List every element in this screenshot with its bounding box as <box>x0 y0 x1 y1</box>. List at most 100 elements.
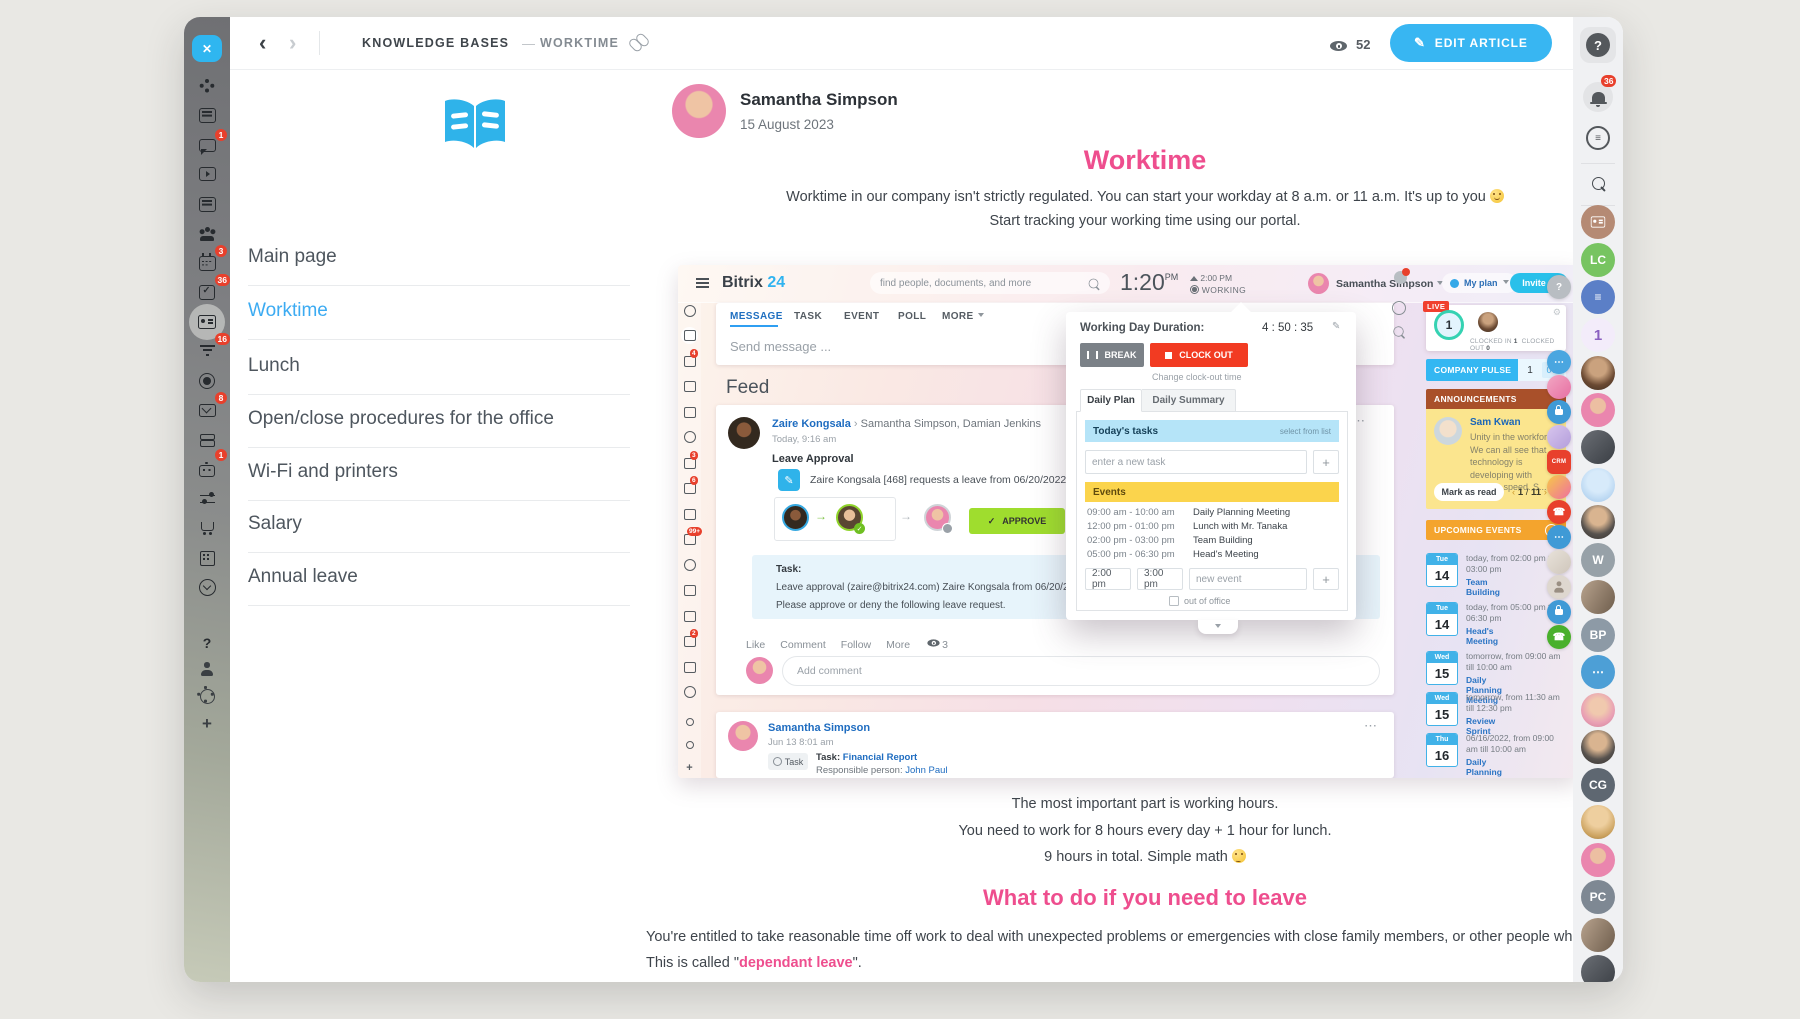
working-status-icon <box>1190 285 1199 294</box>
sidebar-item-video-calls[interactable] <box>184 160 230 188</box>
kb-menu-item-open-close[interactable]: Open/close procedures for the office <box>248 408 554 429</box>
dock-chat-pc[interactable]: PC <box>1573 880 1623 914</box>
lock-icon[interactable] <box>1547 600 1571 624</box>
sidebar-item-crm[interactable]: 16 <box>184 333 230 365</box>
sidebar-item-tasks[interactable]: 36 <box>184 274 230 306</box>
party-sticker-icon[interactable] <box>1547 475 1571 499</box>
article-section2-p2: This is called "dependant leave". <box>646 955 862 971</box>
cart-icon <box>200 521 215 535</box>
sticker-icon[interactable] <box>1547 425 1571 449</box>
copy-link-button[interactable] <box>630 34 650 57</box>
dock-search-button[interactable] <box>1573 170 1623 196</box>
dependant-leave-link[interactable]: dependant leave <box>738 955 853 971</box>
dock-chat-avatar[interactable] <box>1573 693 1623 727</box>
pending-clock-icon <box>942 523 953 534</box>
dock-chat-avatar[interactable] <box>1573 918 1623 952</box>
kb-menu-item-salary[interactable]: Salary <box>248 513 302 534</box>
lock-icon[interactable] <box>1547 400 1571 424</box>
sidebar-item-more[interactable] <box>184 573 230 601</box>
kb-menu-item-lunch[interactable]: Lunch <box>248 355 300 376</box>
close-sidebar-button[interactable]: ✕ <box>192 35 222 62</box>
dock-chat-group[interactable]: ≡ <box>1573 280 1623 314</box>
rail-calendar-icon: 3 <box>678 451 701 471</box>
dock-chat-avatar[interactable] <box>1573 843 1623 877</box>
sidebar-item-drive[interactable] <box>184 426 230 454</box>
sidebar-item-messenger[interactable]: 1 <box>184 129 230 159</box>
dock-notifications-button[interactable]: 36 <box>1573 75 1623 114</box>
portal-clock-icon <box>1392 301 1406 315</box>
sidebar-item-employees[interactable] <box>184 219 230 247</box>
rail-video-icon <box>678 378 701 394</box>
search-icon <box>1591 176 1605 190</box>
sidebar-item-profile[interactable] <box>184 655 230 683</box>
kb-menu-item-annual-leave[interactable]: Annual leave <box>248 566 358 587</box>
portal-search-input: find people, documents, and more <box>870 272 1110 294</box>
dock-chat-w[interactable]: W <box>1573 543 1623 577</box>
kb-menu-item-main-page[interactable]: Main page <box>248 246 337 267</box>
sidebar-item-automation[interactable] <box>184 485 230 513</box>
breadcrumb-knowledge-bases[interactable]: KNOWLEDGE BASES <box>362 36 510 50</box>
video-calls-icon <box>198 167 216 181</box>
comment-action: Comment <box>780 638 826 651</box>
portal-logo: Bitrix 24 <box>722 274 786 291</box>
sticker-icon[interactable] <box>1547 375 1571 399</box>
sidebar-item-copilot[interactable] <box>184 367 230 395</box>
portal-help-button[interactable]: ? <box>1547 275 1571 299</box>
sidebar-item-help[interactable]: ? <box>184 629 230 657</box>
post-task-line: Task: Financial Report <box>816 752 918 763</box>
dock-chat-avatar[interactable] <box>1573 730 1623 764</box>
edit-article-button[interactable]: ✎ EDIT ARTICLE <box>1390 24 1552 62</box>
sidebar-item-company[interactable] <box>184 544 230 572</box>
dock-chat-avatar[interactable] <box>1573 805 1623 839</box>
event-title: Lunch with Mr. Tanaka <box>1193 521 1288 532</box>
kb-menu-item-worktime[interactable]: Worktime <box>248 300 328 321</box>
dock-chat-avatar[interactable] <box>1573 580 1623 614</box>
smile-emoji <box>1489 189 1504 203</box>
dock-chat-avatar[interactable] <box>1573 955 1623 982</box>
forward-button[interactable]: › <box>289 31 296 55</box>
dock-chat-lc[interactable]: LC <box>1573 243 1623 277</box>
dock-help-button[interactable]: ? <box>1580 27 1616 63</box>
sidebar-item-documents[interactable] <box>184 190 230 218</box>
kb-menu-item-wifi-printers[interactable]: Wi-Fi and printers <box>248 461 398 482</box>
crm-chat-icon[interactable]: CRM <box>1547 450 1571 474</box>
missed-call-icon[interactable]: ☎ <box>1547 500 1571 524</box>
clock-out-arrow-icon <box>1190 272 1198 281</box>
active-tab-underline <box>730 325 778 327</box>
sidebar-item-knowledge-base[interactable] <box>184 304 230 340</box>
dock-chat-cg[interactable]: CG <box>1573 768 1623 802</box>
crm-funnel-icon <box>199 344 215 358</box>
call-icon[interactable]: ☎ <box>1547 625 1571 649</box>
sidebar-item-settings[interactable] <box>184 681 230 709</box>
dock-chat-avatar[interactable] <box>1573 393 1623 427</box>
commenter-avatar <box>746 657 773 684</box>
sidebar-item-add[interactable]: + <box>184 709 230 737</box>
dock-chat-avatar[interactable] <box>1573 505 1623 539</box>
tab-more: MORE <box>942 311 984 322</box>
dock-forum-button[interactable]: ≡ <box>1573 121 1623 155</box>
popup-panel: Today's tasks select from list enter a ne… <box>1076 411 1348 611</box>
dock-chat-avatar[interactable] <box>1573 356 1623 390</box>
dock-chat-avatar[interactable] <box>1573 430 1623 464</box>
dock-chat-celebration[interactable]: 1 <box>1573 318 1623 352</box>
chat-sticker-icon[interactable]: ⋯ <box>1547 350 1571 374</box>
breadcrumb-worktime[interactable]: WORKTIME <box>540 36 620 50</box>
person-sticker-icon[interactable] <box>1547 575 1571 599</box>
tab-event: EVENT <box>844 311 880 322</box>
dock-chat-bp[interactable]: BP <box>1573 618 1623 652</box>
sticker-icon[interactable] <box>1547 550 1571 574</box>
dock-chat-group2[interactable]: ⋯ <box>1573 655 1623 689</box>
sidebar-item-calendar[interactable]: 3 <box>184 245 230 277</box>
search-icon <box>1088 278 1099 288</box>
sidebar-item-workgroups[interactable] <box>184 72 230 100</box>
back-button[interactable]: ‹ <box>259 31 266 55</box>
sidebar-item-mail[interactable]: 8 <box>184 392 230 424</box>
sidebar-item-newsfeed[interactable] <box>184 101 230 129</box>
dock-chat-bitrix[interactable] <box>1573 205 1623 239</box>
chat-sticker-icon[interactable]: ⋯ <box>1547 525 1571 549</box>
dock-chat-avatar[interactable] <box>1573 468 1623 502</box>
sidebar-item-e-store[interactable] <box>184 514 230 542</box>
send-message-placeholder: Send message ... <box>730 339 832 354</box>
clocked-in-widget: LIVE ⚙ 1 CLOCKED IN 1 CLOCKED OUT 0 <box>1423 301 1566 352</box>
sidebar-item-market[interactable]: 1 <box>184 449 230 483</box>
